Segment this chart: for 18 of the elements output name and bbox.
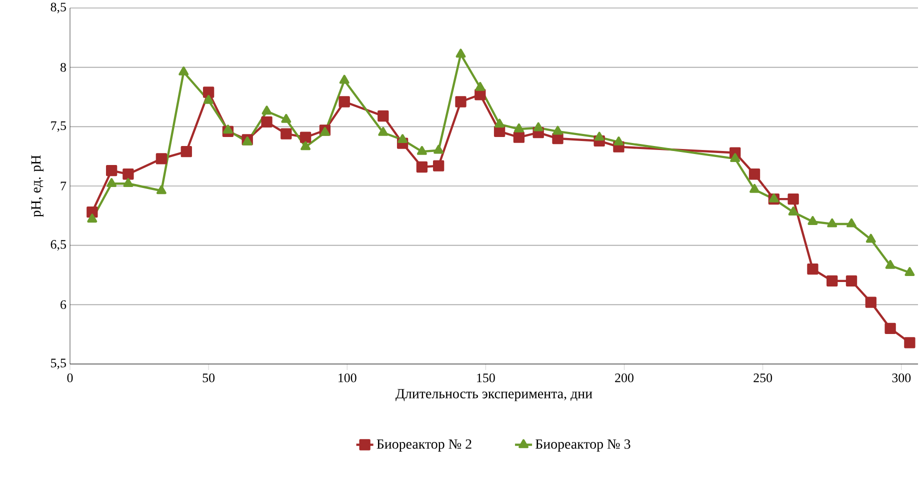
- x-tick-label: 250: [754, 374, 772, 382]
- y-tick-label: 5,5: [51, 358, 66, 370]
- legend-label: Биореактор № 2: [376, 439, 472, 452]
- y-tick-label: 6,5: [50, 240, 66, 251]
- y-tick-label: 7,5: [51, 121, 66, 132]
- y-tick-label: 6: [60, 300, 66, 310]
- x-tick-label: 150: [477, 374, 495, 382]
- x-tick-label: 100: [338, 374, 356, 382]
- y-tick-label: 7: [60, 182, 66, 190]
- x-tick-label: 300: [892, 374, 911, 382]
- x-tick-label: 50: [202, 374, 215, 382]
- legend-label: Биореактор № 3: [536, 439, 630, 452]
- y-tick-label: 8: [60, 62, 66, 72]
- x-axis-title: Длительность эксперимента, дни: [396, 389, 592, 402]
- x-tick-label: 200: [615, 374, 634, 382]
- x-tick-label: 0: [67, 374, 73, 382]
- y-axis-title: pH, ед. pH: [31, 155, 44, 217]
- y-tick-label: 8,5: [50, 2, 66, 14]
